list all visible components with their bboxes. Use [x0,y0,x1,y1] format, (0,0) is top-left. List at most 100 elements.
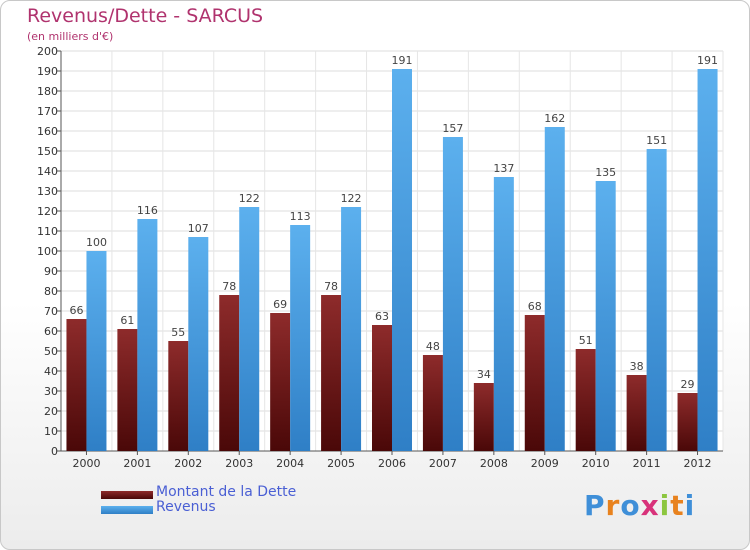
value-label-debt: 78 [222,280,236,293]
y-tick-label: 130 [37,185,58,198]
y-tick-label: 100 [37,245,58,258]
bar-debt [524,315,545,451]
logo-letter: i [684,489,696,522]
bar-revenue [544,127,565,451]
legend-label-revenue: Revenus [156,499,216,515]
bar-debt [575,349,596,451]
y-tick-label: 0 [51,445,58,458]
y-tick-label: 90 [44,265,58,278]
value-label-debt: 51 [579,334,593,347]
logo-letter: o [620,489,641,522]
value-label-debt: 68 [528,300,542,313]
value-label-revenue: 100 [86,236,107,249]
y-tick-label: 140 [37,165,58,178]
x-tick-label: 2007 [429,457,457,470]
x-tick-label: 2003 [225,457,253,470]
bar-debt [66,319,87,451]
bar-revenue [697,69,718,451]
bar-revenue [442,137,463,451]
value-label-debt: 69 [273,298,287,311]
y-tick-label: 180 [37,85,58,98]
value-label-revenue: 122 [239,192,260,205]
bar-debt [422,355,443,451]
y-tick-label: 50 [44,345,58,358]
proxiti-logo: Proxiti [584,489,695,522]
logo-letter: r [605,489,621,522]
value-label-debt: 29 [681,378,695,391]
y-tick-label: 190 [37,65,58,78]
value-label-revenue: 157 [442,122,463,135]
bar-revenue [239,207,260,451]
bar-debt [270,313,291,451]
bar-debt [117,329,138,451]
bar-debt [626,375,647,451]
bar-debt [168,341,189,451]
x-tick-label: 2000 [72,457,100,470]
value-label-revenue: 191 [392,54,413,67]
value-label-revenue: 116 [137,204,158,217]
value-label-debt: 78 [324,280,338,293]
bar-revenue [595,181,616,451]
bars [66,69,718,451]
logo-letter: x [640,489,660,522]
bar-debt [677,393,698,451]
value-label-revenue: 162 [544,112,565,125]
y-tick-label: 200 [37,45,58,58]
bar-revenue [646,149,667,451]
value-label-debt: 61 [120,314,134,327]
legend-swatch-revenue [101,506,153,514]
y-tick-label: 30 [44,385,58,398]
value-label-revenue: 137 [493,162,514,175]
value-label-revenue: 151 [646,134,667,147]
bar-revenue [188,237,209,451]
bar-debt [372,325,392,451]
bar-revenue [86,251,107,451]
x-tick-label: 2006 [378,457,406,470]
x-tick-label: 2005 [327,457,355,470]
value-label-debt: 63 [375,310,389,323]
y-tick-label: 150 [37,145,58,158]
x-tick-label: 2012 [684,457,712,470]
x-tick-label: 2001 [123,457,151,470]
value-label-revenue: 135 [595,166,616,179]
chart-subtitle: (en milliers d'€) [27,30,114,43]
x-tick-label: 2009 [531,457,559,470]
value-label-debt: 34 [477,368,491,381]
y-tick-label: 60 [44,325,58,338]
bar-revenue [137,219,158,451]
y-tick-label: 110 [37,225,58,238]
value-label-debt: 38 [630,360,644,373]
legend-swatch-debt [101,491,153,499]
value-label-revenue: 122 [341,192,362,205]
value-label-revenue: 113 [290,210,311,223]
logo-letter: i [659,489,671,522]
x-tick-label: 2008 [480,457,508,470]
y-tick-label: 160 [37,125,58,138]
y-tick-label: 40 [44,365,58,378]
chart-title: Revenus/Dette - SARCUS [27,5,264,27]
value-label-debt: 66 [69,304,83,317]
x-tick-label: 2002 [174,457,202,470]
legend-label-debt: Montant de la Dette [156,484,297,500]
bar-debt [473,383,494,451]
y-tick-label: 120 [37,205,58,218]
y-tick-label: 20 [44,405,58,418]
logo-letter: t [670,489,685,522]
bar-revenue [341,207,362,451]
bar-revenue [392,69,412,451]
labels: 0 10 20 30 40 50 60 70 80 90 100 110 120 130 140 150 160… [37,45,718,470]
logo-letter: P [584,489,606,522]
value-label-revenue: 191 [697,54,718,67]
x-tick-label: 2011 [633,457,661,470]
x-tick-label: 2004 [276,457,304,470]
x-tick-label: 2010 [582,457,610,470]
value-label-debt: 48 [426,340,440,353]
y-tick-label: 80 [44,285,58,298]
bar-revenue [493,177,514,451]
bar-debt [219,295,240,451]
value-label-revenue: 107 [188,222,209,235]
bar-revenue [290,225,311,451]
value-label-debt: 55 [171,326,185,339]
